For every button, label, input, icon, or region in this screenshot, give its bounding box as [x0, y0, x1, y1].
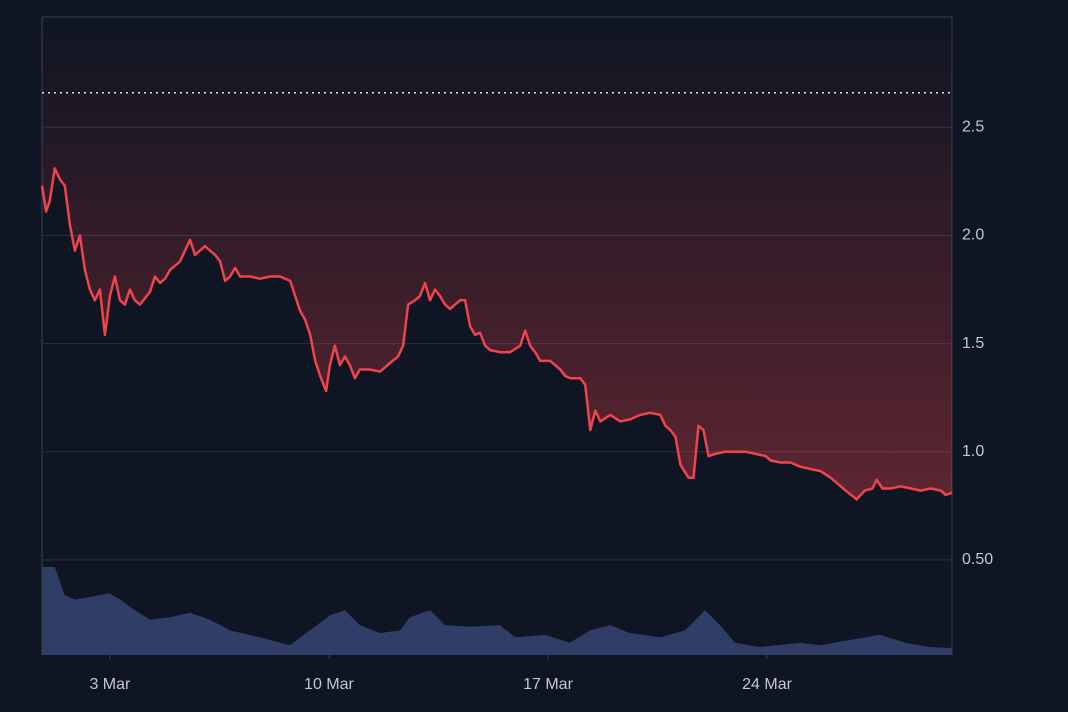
- x-tick-label: 24 Mar: [742, 676, 792, 693]
- plot: 2.5 2.0 1.5 1.0 0.50 3 Mar 10 Mar 17 Mar 24 Mar: [40, 16, 993, 693]
- price-line: [40, 167, 953, 501]
- volume-area: [42, 567, 952, 655]
- x-tick-label: 17 Mar: [523, 676, 573, 693]
- price-glow: [42, 17, 952, 500]
- y-tick-label: 1.5: [962, 335, 984, 352]
- y-tick-label: 0.50: [962, 551, 993, 568]
- y-tick-label: 1.0: [962, 443, 984, 460]
- y-tick-label: 2.0: [962, 227, 984, 244]
- x-tick-label: 3 Mar: [89, 676, 131, 693]
- y-tick-label: 2.5: [962, 119, 984, 136]
- x-tick-label: 10 Mar: [304, 676, 354, 693]
